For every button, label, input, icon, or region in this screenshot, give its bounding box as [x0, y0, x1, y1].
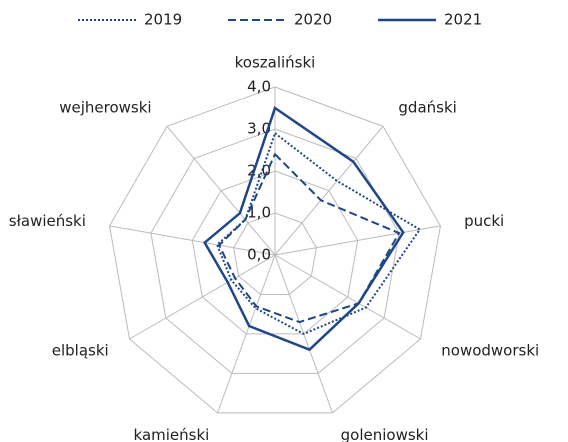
category-label: goleniowski: [341, 426, 429, 442]
grid-ring: [109, 86, 441, 414]
category-label: gdański: [398, 98, 456, 116]
spoke: [166, 125, 276, 256]
spoke: [274, 125, 384, 256]
y-tick-label: 3,0: [247, 120, 271, 138]
category-label: pucki: [464, 212, 504, 230]
series-line: [215, 131, 422, 336]
y-tick-label: 1,0: [247, 204, 271, 222]
category-label: kamieński: [134, 426, 210, 442]
spoke: [274, 225, 441, 256]
series-line: [217, 152, 401, 324]
spoke: [129, 254, 276, 340]
category-label: koszaliński: [235, 54, 316, 72]
category-label: sławieński: [9, 212, 86, 230]
legend-label: 2019: [144, 11, 182, 29]
legend-label: 2021: [444, 11, 482, 29]
series-line: [203, 106, 405, 352]
category-label: elbląski: [52, 342, 109, 360]
y-tick-label: 0,0: [247, 246, 271, 264]
category-label: wejherowski: [59, 98, 151, 116]
grid-ring: [191, 170, 359, 335]
spoke: [217, 254, 276, 414]
y-tick-label: 4,0: [247, 78, 271, 96]
legend-label: 2020: [294, 11, 332, 29]
grid-ring: [233, 212, 317, 295]
category-label: nowodworski: [441, 342, 539, 360]
spoke: [109, 225, 276, 256]
spoke: [274, 254, 421, 340]
